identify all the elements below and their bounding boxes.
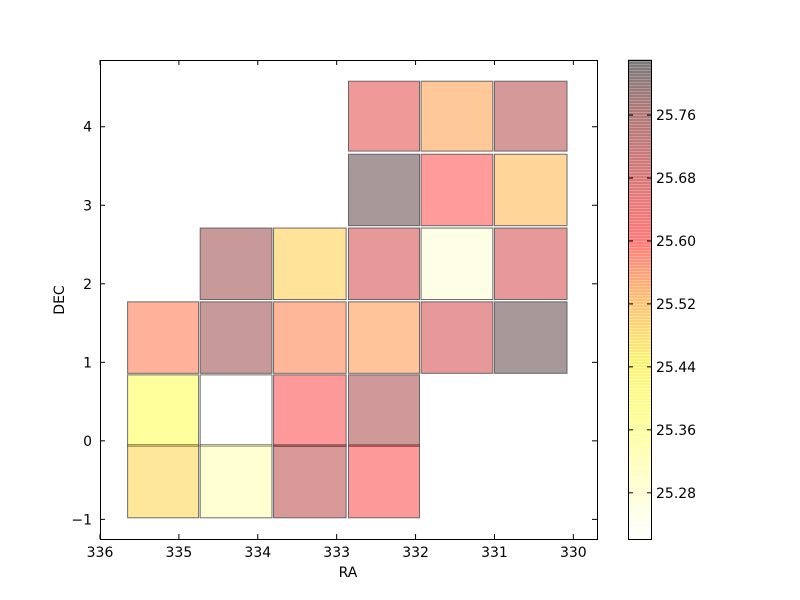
y-tick-label: 4 [83, 120, 92, 136]
colorbar-tick-label: 25.36 [656, 423, 696, 439]
x-tick-label: 336 [87, 545, 114, 561]
x-tick-label: 335 [166, 545, 193, 561]
colorbar-tick-label: 25.68 [656, 171, 696, 187]
colorbar-frame [628, 60, 652, 540]
heatmap-cell [348, 301, 420, 374]
colorbar-tick-label: 25.52 [656, 297, 696, 313]
x-tick-label: 331 [481, 545, 508, 561]
y-tick-label: 2 [83, 277, 92, 293]
colorbar: 25.28 25.36 25.44 25.52 25.60 25.68 25.76 [628, 59, 696, 541]
heatmap-cell [199, 374, 273, 447]
heatmap-cell [199, 227, 273, 300]
heatmap-cell [420, 301, 494, 374]
heatmap-cell [420, 227, 494, 300]
y-axis-ticks: −1 0 1 2 3 4 [71, 120, 597, 528]
heatmap-cell [199, 301, 273, 374]
heatmap-cell [493, 227, 568, 300]
y-tick-label: 3 [83, 198, 92, 214]
colorbar-tick-label: 25.76 [656, 108, 696, 124]
x-tick-label: 334 [244, 545, 271, 561]
heatmap-cell [348, 374, 420, 447]
x-axis-label: RA [339, 565, 358, 581]
y-tick-label: 0 [83, 434, 92, 450]
heatmap-cell [493, 153, 568, 227]
colorbar-tick-label: 25.44 [656, 360, 696, 376]
colorbar-tick-label: 25.60 [656, 234, 696, 250]
heatmap-cell [348, 153, 420, 227]
heatmap-cell [420, 153, 494, 227]
colorbar-ticks: 25.28 25.36 25.44 25.52 25.60 25.68 25.76 [628, 108, 696, 502]
heatmap-cell [127, 374, 200, 447]
heatmap-cell [199, 444, 273, 519]
heatmap-cell [420, 80, 494, 152]
heatmap-cells [127, 80, 568, 519]
heatmap-cell [127, 301, 200, 374]
colorbar-hatching [628, 59, 652, 541]
x-tick-label: 330 [560, 545, 587, 561]
plot-frame [100, 60, 598, 540]
heatmap-cell [273, 227, 347, 300]
y-axis-label: DEC [52, 285, 68, 315]
heatmap-cell [348, 227, 420, 300]
heatmap-cell [348, 444, 420, 519]
heatmap-cell [273, 301, 347, 374]
heatmap-cell [127, 444, 200, 519]
y-tick-label: 1 [83, 355, 92, 371]
heatmap-cell [273, 444, 347, 519]
x-tick-label: 332 [402, 545, 429, 561]
x-tick-label: 333 [323, 545, 350, 561]
colorbar-tick-label: 25.28 [656, 486, 696, 502]
y-tick-label: −1 [71, 512, 92, 528]
heatmap-cell [493, 301, 568, 374]
heatmap-cell [493, 80, 568, 152]
heatmap-cell [273, 374, 347, 447]
x-axis-ticks: 336 335 334 333 332 331 330 [87, 60, 587, 561]
heatmap-cell [348, 80, 420, 152]
